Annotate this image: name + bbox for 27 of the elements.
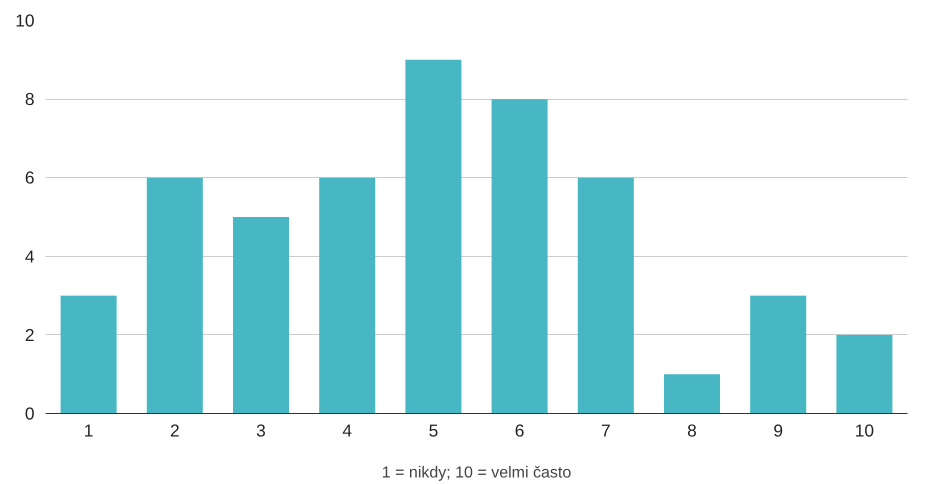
y-tick-label: 6 xyxy=(24,168,35,188)
bar xyxy=(750,296,806,414)
x-tick-label: 9 xyxy=(773,420,784,440)
y-tick-label: 0 xyxy=(24,404,35,424)
bar xyxy=(405,60,462,414)
x-axis-title: 1 = nikdy; 10 = velmi často xyxy=(382,464,572,482)
bar xyxy=(232,217,290,414)
x-tick-label: 8 xyxy=(687,420,697,440)
x-tick-label: 1 xyxy=(84,420,94,440)
y-tick-label: 8 xyxy=(24,89,35,110)
y-tick-label: 2 xyxy=(24,324,35,345)
bar xyxy=(319,178,376,414)
y-tick-label: 4 xyxy=(24,246,35,266)
x-tick-label: 6 xyxy=(514,420,524,440)
bar xyxy=(664,374,720,414)
bar xyxy=(60,296,117,414)
x-tick-label: 2 xyxy=(170,420,180,440)
x-tick-label: 3 xyxy=(256,420,266,440)
x-tick-label: 7 xyxy=(600,420,611,440)
bar xyxy=(492,99,548,414)
y-tick-label: 10 xyxy=(15,10,35,30)
bar xyxy=(146,178,203,414)
x-tick-label: 10 xyxy=(854,420,874,440)
x-tick-label: 4 xyxy=(342,420,352,440)
x-tick-label: 5 xyxy=(428,420,438,440)
bar xyxy=(578,178,634,414)
bar xyxy=(836,334,892,414)
